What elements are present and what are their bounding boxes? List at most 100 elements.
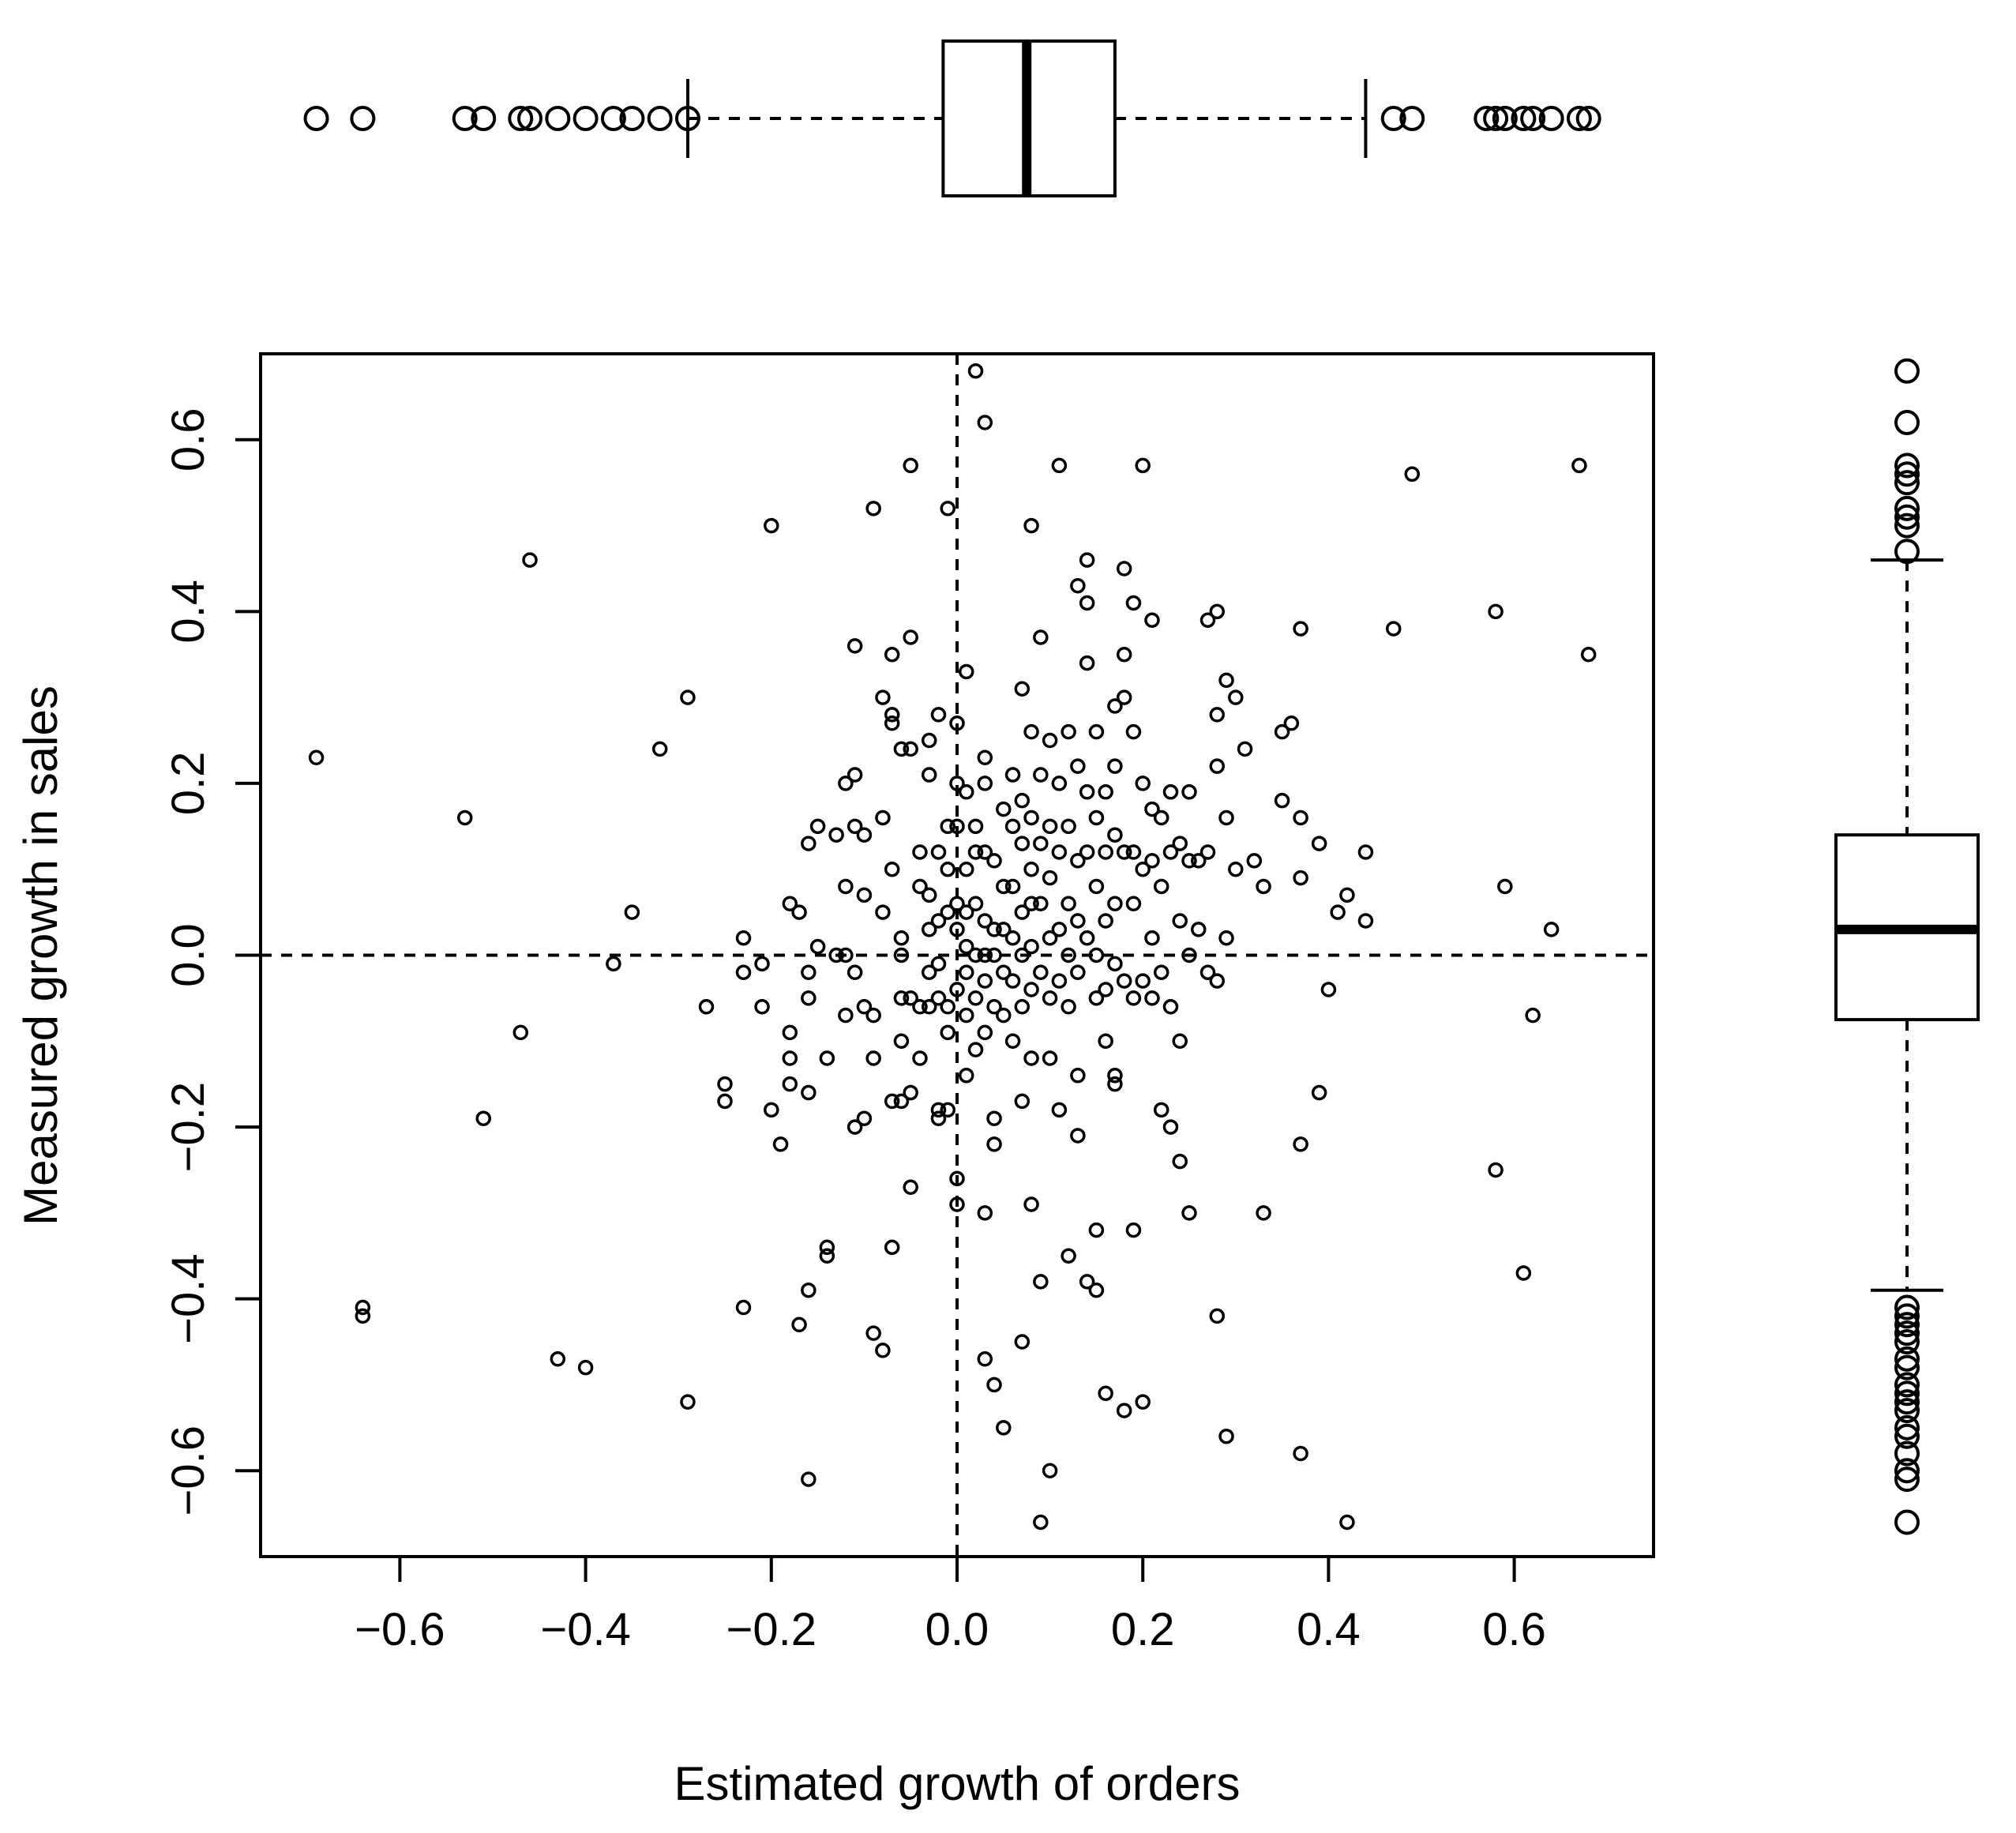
data-point: [884, 861, 900, 877]
data-point: [735, 964, 752, 981]
data-point: [977, 776, 993, 791]
data-point: [959, 861, 974, 877]
data-point: [809, 818, 826, 835]
data-point: [977, 973, 993, 989]
data-point: [1144, 801, 1160, 817]
data-point: [940, 501, 955, 516]
outlier-point: [1894, 461, 1920, 487]
data-point: [1209, 973, 1226, 989]
outlier-point: [303, 106, 329, 131]
data-point: [1283, 716, 1300, 731]
data-point: [912, 844, 928, 860]
data-point: [1070, 1068, 1086, 1084]
data-point: [930, 1110, 947, 1126]
y-tick-label: −0.6: [163, 1425, 214, 1516]
x-tick-label: 0.2: [1111, 1604, 1175, 1655]
data-point: [986, 999, 1002, 1015]
data-point: [940, 904, 955, 920]
data-point: [903, 741, 918, 757]
data-point: [1237, 741, 1253, 757]
data-point: [1051, 457, 1068, 474]
data-point: [1079, 552, 1095, 568]
data-point: [1172, 836, 1188, 851]
data-point: [1162, 844, 1179, 860]
data-point: [1023, 809, 1039, 826]
data-point: [1023, 896, 1039, 911]
data-point: [1116, 561, 1132, 577]
data-point: [949, 818, 965, 835]
outlier-point: [1474, 106, 1500, 131]
data-point: [1153, 964, 1169, 981]
data-point: [1246, 853, 1263, 869]
outlier-point: [1894, 1346, 1920, 1372]
data-point: [1153, 1102, 1169, 1118]
data-point: [967, 818, 984, 835]
data-point: [1135, 973, 1151, 989]
data-point: [996, 1007, 1012, 1024]
data-point: [1191, 922, 1207, 937]
data-point: [1116, 973, 1132, 989]
data-point: [1033, 1274, 1049, 1290]
x-tick-label: −0.2: [726, 1604, 817, 1655]
data-point: [1293, 1445, 1308, 1462]
outlier-point: [1894, 1329, 1920, 1355]
data-point: [512, 1024, 529, 1041]
data-point: [624, 904, 640, 920]
data-point: [977, 1024, 993, 1041]
data-point: [977, 913, 993, 929]
outlier-point: [1894, 1380, 1920, 1407]
outlier-point: [1894, 470, 1920, 496]
data-point: [940, 1102, 955, 1118]
data-point: [1014, 792, 1031, 809]
data-point: [912, 1050, 928, 1066]
right-boxplot: [1834, 358, 1980, 1535]
data-point: [1023, 723, 1039, 740]
outlier-point: [600, 106, 626, 131]
data-point: [801, 964, 817, 981]
outlier-point: [1894, 1372, 1920, 1398]
data-point: [1293, 1136, 1308, 1152]
data-point: [1125, 595, 1142, 611]
data-point: [1218, 1428, 1234, 1444]
data-point: [1497, 878, 1513, 895]
data-point: [1311, 1084, 1327, 1101]
outlier-point: [573, 106, 599, 131]
data-point: [1515, 1265, 1532, 1281]
data-point: [930, 990, 947, 1006]
outlier-point: [1894, 1294, 1920, 1320]
outlier-point: [1894, 453, 1920, 479]
data-point: [1070, 1128, 1086, 1144]
data-point: [1051, 844, 1068, 860]
outlier-point: [1894, 504, 1920, 530]
data-point: [1357, 913, 1374, 929]
data-point: [1079, 930, 1095, 946]
data-point: [1088, 1283, 1105, 1298]
data-point: [1256, 878, 1271, 895]
data-point: [764, 1102, 779, 1118]
data-point: [1162, 999, 1179, 1015]
data-point: [475, 1110, 491, 1126]
data-point: [1107, 827, 1123, 843]
scatter-plot: −0.6 −0.4 −0.2 0.0 0.2 0.4 0.6 −0.6 −0.4 −0.2 0.0…: [14, 352, 1655, 1810]
data-point: [1088, 947, 1105, 963]
data-point: [1162, 1119, 1179, 1135]
data-point: [1014, 904, 1031, 920]
data-point: [921, 887, 937, 903]
data-point: [1070, 964, 1086, 981]
x-tick-label: −0.4: [540, 1604, 631, 1655]
data-point: [847, 638, 863, 654]
data-point: [865, 501, 881, 516]
data-point: [1098, 784, 1113, 800]
data-point: [1070, 913, 1086, 929]
data-point: [801, 1283, 817, 1298]
data-point: [1079, 844, 1095, 860]
data-point: [1274, 792, 1290, 809]
data-point: [996, 964, 1012, 981]
data-point: [1004, 930, 1021, 946]
data-point: [1014, 836, 1031, 851]
data-point: [875, 904, 891, 920]
data-point: [1571, 457, 1587, 474]
data-point: [996, 878, 1012, 895]
data-point: [1051, 776, 1068, 791]
data-point: [1274, 723, 1290, 740]
